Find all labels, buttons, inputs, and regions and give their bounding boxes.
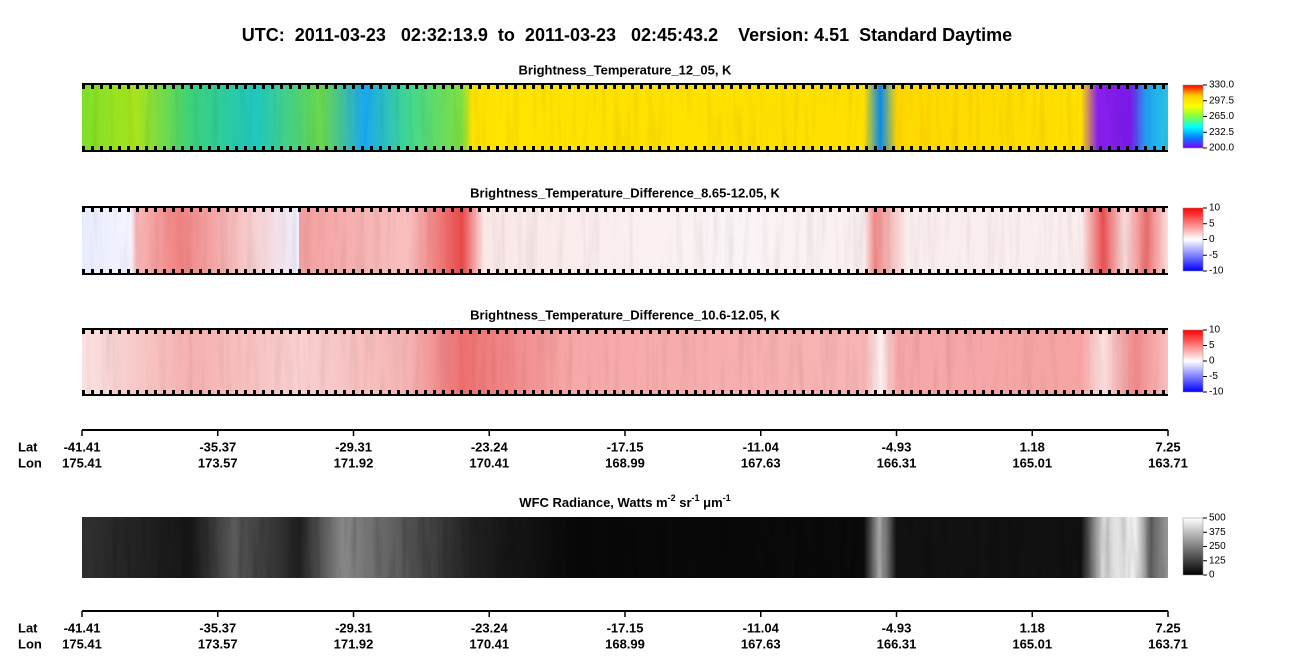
lon-tick-label: 167.63 <box>741 455 781 470</box>
swath-texture <box>82 207 1168 274</box>
lon-tick-label: 168.99 <box>605 455 645 470</box>
colorbar <box>1182 329 1204 393</box>
lon-tick-label: 165.01 <box>1012 455 1052 470</box>
colorbar-tick-label: 200.0 <box>1209 143 1234 154</box>
lat-tick-label: -23.24 <box>471 620 509 635</box>
lon-tick-label: 175.41 <box>62 636 102 651</box>
lon-tick-label: 175.41 <box>62 455 102 470</box>
panel-title: Brightness_Temperature_Difference_10.6-1… <box>470 307 780 322</box>
lon-tick-label: 173.57 <box>198 636 238 651</box>
colorbar <box>1182 517 1204 576</box>
swath-texture <box>82 84 1168 151</box>
lat-tick-label: -11.04 <box>743 439 780 454</box>
lat-tick-label: -41.41 <box>64 439 101 454</box>
title-part: -1 <box>692 493 700 503</box>
lat-tick-label: -17.15 <box>607 439 644 454</box>
lon-tick-label: 163.71 <box>1148 636 1188 651</box>
panel-title: Brightness_Temperature_Difference_8.65-1… <box>470 185 780 200</box>
panel-title: Brightness_Temperature_12_05, K <box>519 62 733 77</box>
lat-tick-label: -35.37 <box>199 620 236 635</box>
title-part: sr <box>676 495 692 510</box>
colorbar <box>1182 207 1204 272</box>
lon-tick-label: 171.92 <box>334 636 374 651</box>
lon-tick-label: 166.31 <box>877 636 917 651</box>
lat-tick-label: -4.93 <box>882 439 912 454</box>
lat-tick-label: -35.37 <box>199 439 236 454</box>
lat-tick-label: 7.25 <box>1155 439 1180 454</box>
colorbar-tick-label: 125 <box>1209 555 1226 566</box>
colorbar-tick-label: 10 <box>1209 325 1221 336</box>
colorbar-tick-label: 0 <box>1209 234 1215 245</box>
colorbar-tick-label: -5 <box>1209 371 1218 382</box>
row-label: Lat <box>18 439 38 454</box>
colorbar <box>1182 84 1204 149</box>
lon-tick-label: 167.63 <box>741 636 781 651</box>
title-part: -1 <box>723 493 731 503</box>
lon-tick-label: 165.01 <box>1012 636 1052 651</box>
row-label: Lon <box>18 455 42 470</box>
colorbar-tick-label: -10 <box>1209 387 1224 398</box>
lon-tick-label: 173.57 <box>198 455 238 470</box>
colorbar-tick-label: 5 <box>1209 218 1215 229</box>
lat-tick-label: -4.93 <box>882 620 912 635</box>
lon-tick-label: 168.99 <box>605 636 645 651</box>
colorbar-tick-label: 375 <box>1209 527 1226 538</box>
colorbar-tick-label: 500 <box>1209 513 1226 524</box>
colorbar-tick-label: 265.0 <box>1209 111 1234 122</box>
lat-tick-label: -29.31 <box>335 620 372 635</box>
lat-tick-label: -11.04 <box>743 620 780 635</box>
title-part: -2 <box>668 493 676 503</box>
lat-tick-label: 7.25 <box>1155 620 1180 635</box>
lon-tick-label: 170.41 <box>469 455 509 470</box>
lat-tick-label: -17.15 <box>607 620 644 635</box>
colorbar-tick-label: 10 <box>1209 203 1221 214</box>
panel-title: WFC Radiance, Watts m-2 sr-1 μm-1 <box>519 493 730 510</box>
row-label: Lat <box>18 620 38 635</box>
colorbar-tick-label: 232.5 <box>1209 127 1234 138</box>
colorbar-tick-label: 0 <box>1209 570 1215 581</box>
lon-tick-label: 170.41 <box>469 636 509 651</box>
row-label: Lon <box>18 636 42 651</box>
colorbar-tick-label: 297.5 <box>1209 95 1234 106</box>
colorbar-tick-label: 250 <box>1209 541 1226 552</box>
swath-texture <box>82 329 1168 395</box>
lon-tick-label: 171.92 <box>334 455 374 470</box>
swath-texture <box>82 517 1168 578</box>
colorbar-tick-label: -5 <box>1209 250 1218 261</box>
title-part: μm <box>700 495 723 510</box>
lat-tick-label: -41.41 <box>64 620 101 635</box>
lon-tick-label: 163.71 <box>1148 455 1188 470</box>
colorbar-tick-label: -10 <box>1209 266 1224 277</box>
title-part: WFC Radiance, Watts m <box>519 495 667 510</box>
lat-tick-label: 1.18 <box>1020 439 1045 454</box>
lat-tick-label: 1.18 <box>1020 620 1045 635</box>
lat-tick-label: -23.24 <box>471 439 509 454</box>
lon-tick-label: 166.31 <box>877 455 917 470</box>
lat-tick-label: -29.31 <box>335 439 372 454</box>
colorbar-tick-label: 0 <box>1209 356 1215 367</box>
colorbar-tick-label: 5 <box>1209 340 1215 351</box>
page-title: UTC: 2011-03-23 02:32:13.9 to 2011-03-23… <box>242 25 1012 45</box>
colorbar-tick-label: 330.0 <box>1209 80 1234 91</box>
